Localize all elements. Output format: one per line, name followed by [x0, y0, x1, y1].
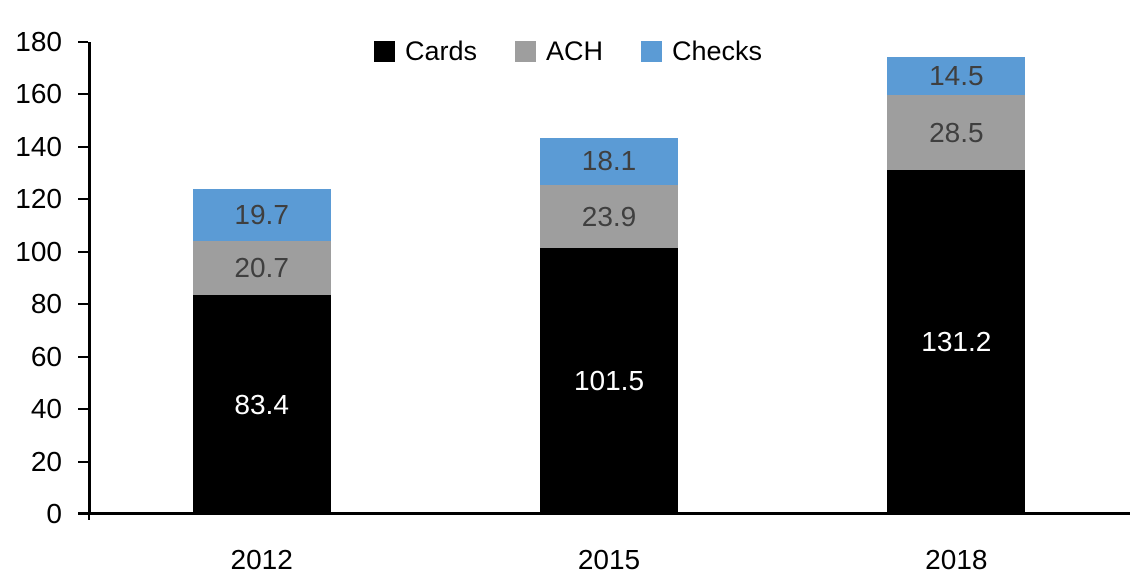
bar-value-label: 18.1	[581, 145, 637, 177]
y-axis-label: 100	[15, 235, 62, 267]
bar-2018-segment-ach: 28.5	[887, 95, 1026, 170]
y-axis-label: 180	[15, 26, 62, 57]
chart-legend: Cards ACH Checks	[0, 34, 1136, 68]
y-axis-label: 60	[30, 340, 62, 372]
legend-item-ach: ACH	[514, 36, 603, 66]
legend-item-cards: Cards	[373, 36, 477, 66]
y-axis-tick	[78, 408, 88, 411]
bar-value-label: 83.4	[234, 388, 289, 420]
y-axis-tick	[78, 198, 88, 201]
legend-label: ACH	[545, 36, 603, 66]
y-axis-tick	[78, 303, 88, 306]
legend-swatch-ach-icon	[514, 40, 536, 62]
y-axis-tick	[78, 250, 88, 253]
bar-2012-segment-cards: 83.4	[192, 295, 331, 514]
bar-2015-segment-cards: 101.5	[540, 247, 678, 514]
y-axis-tick	[78, 93, 88, 96]
bar-2012-segment-checks: 19.7	[192, 189, 331, 242]
bar-2015-segment-checks: 18.1	[540, 137, 678, 186]
bar-value-label: 14.5	[929, 60, 984, 92]
bar-value-label: 131.2	[921, 325, 992, 357]
y-axis-line	[88, 42, 91, 514]
legend-label: Checks	[672, 36, 763, 66]
y-axis-label: 140	[15, 130, 62, 162]
bar-value-label: 23.9	[581, 200, 637, 232]
y-axis-tick	[78, 513, 88, 515]
bar-2018-segment-cards: 131.2	[887, 169, 1026, 514]
legend-label: Cards	[404, 36, 477, 66]
x-axis-label: 2012	[230, 544, 293, 575]
bar-value-label: 101.5	[573, 364, 645, 396]
y-axis-label: 80	[30, 288, 62, 320]
bar-2015-segment-ach: 23.9	[540, 185, 678, 248]
legend-swatch-cards-icon	[373, 40, 395, 62]
y-axis-label: 160	[15, 78, 62, 110]
y-axis-label: 40	[30, 393, 62, 425]
bar-value-label: 28.5	[929, 116, 984, 148]
y-axis-tick	[78, 460, 88, 463]
y-axis-label: 20	[30, 445, 62, 477]
x-axis-origin-tick	[88, 514, 90, 520]
legend-item-checks: Checks	[641, 36, 762, 66]
x-axis-label: 2015	[577, 544, 641, 575]
x-axis-label: 2018	[925, 544, 988, 575]
y-axis-tick	[78, 41, 88, 43]
bar-value-label: 20.7	[234, 252, 289, 284]
bar-2012-segment-ach: 20.7	[192, 241, 331, 296]
y-axis-tick	[78, 355, 88, 358]
y-axis-label: 120	[15, 183, 62, 215]
legend-swatch-checks-icon	[641, 40, 662, 62]
y-axis-tick	[78, 145, 88, 148]
y-axis-label: 0	[46, 498, 62, 529]
bar-value-label: 19.7	[234, 199, 289, 231]
bar-2018-segment-checks: 14.5	[887, 57, 1026, 96]
